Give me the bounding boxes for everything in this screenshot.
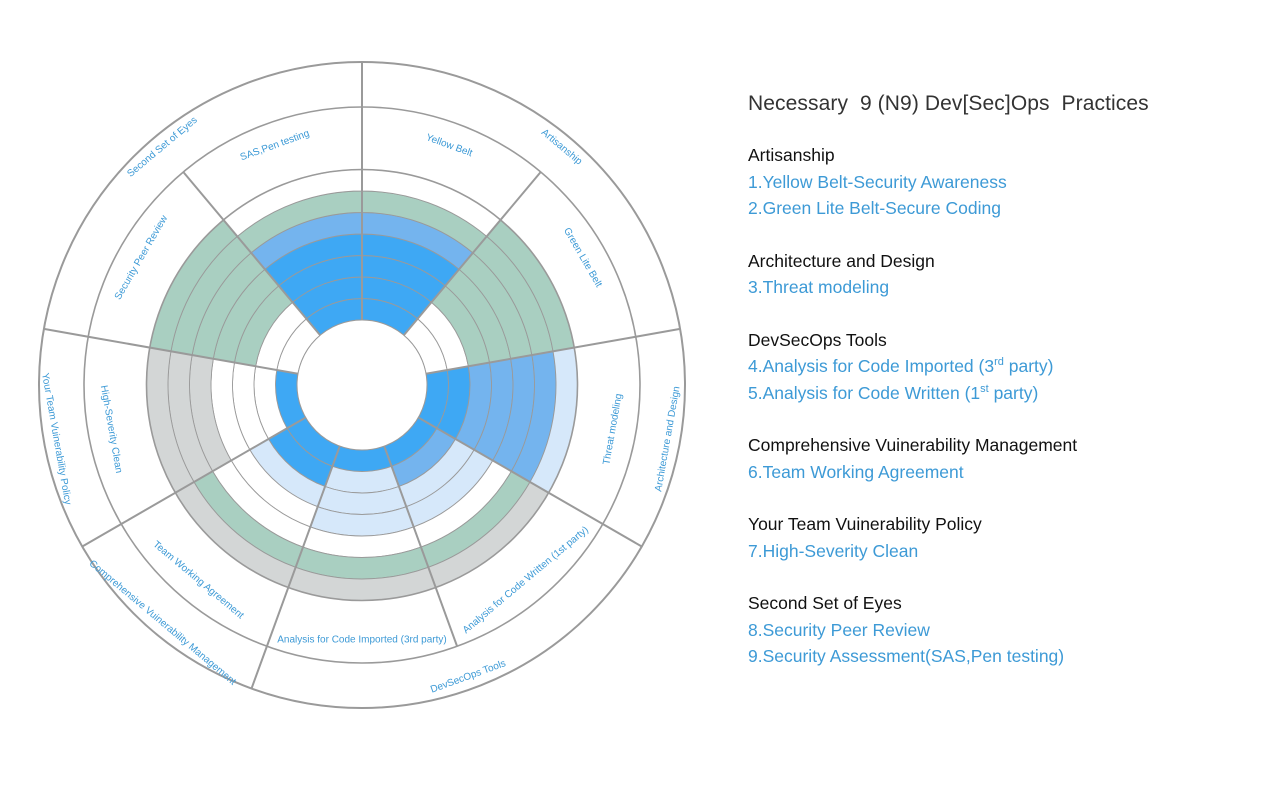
maturity-wheel: Yellow Belt Green Lite Belt Threat modelin… bbox=[38, 61, 686, 709]
practice-label: Analysis for Code Imported (3rd party) bbox=[277, 634, 447, 645]
practice-item-text: 2.Green Lite Belt-Secure Coding bbox=[748, 198, 1001, 218]
practice-item-text: 6.Team Working Agreement bbox=[748, 461, 964, 482]
practice-item-text: 4.Analysis for Code Imported (3 bbox=[748, 356, 995, 376]
practice-label: High-Severity Clean bbox=[98, 385, 124, 474]
group-heading: Artisanship bbox=[748, 145, 835, 165]
practice-item: 6.Team Working Agreement bbox=[748, 459, 1248, 486]
category-divider bbox=[635, 327, 681, 338]
practice-item: 3.Threat modeling bbox=[748, 274, 1248, 301]
practice-divider bbox=[417, 416, 604, 525]
group-heading: DevSecOps Tools bbox=[748, 329, 887, 350]
ordinal-suffix: st bbox=[980, 382, 989, 395]
practice-divider bbox=[88, 335, 299, 375]
legend-group: Architecture and Design 3.Threat modeling bbox=[748, 248, 1248, 301]
wheel-spokes bbox=[43, 62, 681, 689]
practices-legend: Necessary 9 (N9) Dev[Sec]Ops Practices A… bbox=[748, 92, 1248, 696]
group-heading: Your Team Vuinerability Policy bbox=[748, 514, 982, 534]
legend-group: Second Set of Eyes 8.Security Peer Review… bbox=[748, 590, 1248, 670]
practice-item: 9.Security Assessment(SAS,Pen testing) bbox=[748, 643, 1248, 670]
category-label: Artisanship bbox=[539, 127, 584, 168]
practice-item: 2.Green Lite Belt-Secure Coding bbox=[748, 195, 1248, 222]
practice-item-text: 8.Security Peer Review bbox=[748, 619, 930, 640]
practice-divider bbox=[403, 171, 542, 336]
ordinal-suffix: rd bbox=[994, 356, 1004, 369]
practice-divider bbox=[120, 416, 307, 525]
practice-item: 7.High-Severity Clean bbox=[748, 538, 1248, 565]
practice-item-text: 9.Security Assessment(SAS,Pen testing) bbox=[748, 646, 1065, 666]
category-divider bbox=[81, 523, 122, 548]
practice-label: Threat modeling bbox=[601, 393, 624, 466]
practice-item-text: 3.Threat modeling bbox=[748, 277, 890, 297]
practice-item-text: 5.Analysis for Code Written (1 bbox=[748, 382, 981, 403]
group-heading: Architecture and Design bbox=[748, 250, 935, 271]
practice-item: 8.Security Peer Review bbox=[748, 617, 1248, 644]
legend-group: Artisanship 1.Yellow Belt-Security Awaren… bbox=[748, 142, 1248, 222]
practice-label: Yellow Belt bbox=[424, 132, 474, 159]
wheel-center bbox=[296, 319, 428, 451]
category-divider bbox=[250, 645, 268, 689]
practice-label: SAS,Pen testing bbox=[239, 128, 311, 163]
group-heading: Second Set of Eyes bbox=[748, 593, 902, 613]
practice-divider bbox=[182, 171, 321, 336]
practice-label: Security Peer Review bbox=[113, 213, 171, 302]
practice-label: Green Lite Belt bbox=[561, 226, 604, 289]
group-heading: Comprehensive Vuinerability Management bbox=[748, 435, 1078, 455]
practice-item: 1.Yellow Belt-Security Awareness bbox=[748, 169, 1248, 196]
practice-item: 4.Analysis for Code Imported (3rd party) bbox=[748, 353, 1248, 380]
legend-groups: Artisanship 1.Yellow Belt-Security Awaren… bbox=[748, 142, 1248, 670]
category-label: Second Set of Eyes bbox=[125, 115, 199, 180]
category-divider bbox=[602, 523, 643, 548]
legend-title: Necessary 9 (N9) Dev[Sec]Ops Practices bbox=[748, 92, 1149, 115]
wheel-segments bbox=[38, 61, 686, 709]
practice-item: 5.Analysis for Code Written (1st party) bbox=[748, 380, 1248, 407]
practice-divider bbox=[383, 445, 459, 647]
category-label: Architecture and Design bbox=[653, 385, 682, 492]
practice-item-text: 7.High-Severity Clean bbox=[748, 540, 919, 561]
legend-group: DevSecOps Tools 4.Analysis for Code Impor… bbox=[748, 327, 1248, 407]
practice-item-tail: party) bbox=[1003, 356, 1054, 376]
legend-group: Your Team Vuinerability Policy 7.High-Sev… bbox=[748, 511, 1248, 564]
practice-divider bbox=[425, 335, 636, 375]
legend-group: Comprehensive Vuinerability Management 6.… bbox=[748, 432, 1248, 485]
practice-item-tail: party) bbox=[988, 382, 1039, 403]
practice-divider bbox=[265, 445, 341, 647]
category-divider bbox=[43, 327, 89, 338]
practice-item-text: 1.Yellow Belt-Security Awareness bbox=[748, 171, 1007, 192]
